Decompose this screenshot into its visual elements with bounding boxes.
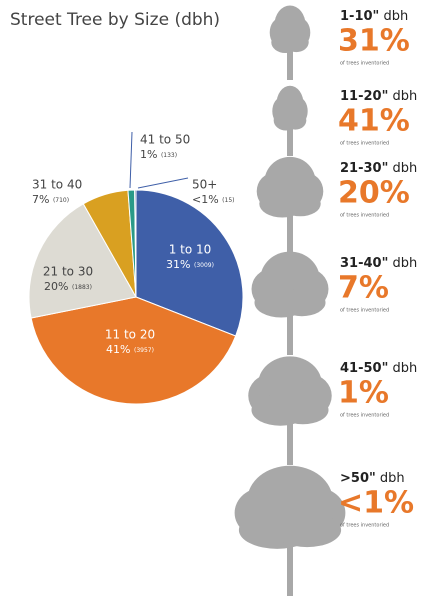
tree-icon — [272, 86, 307, 156]
slice-category: 41 to 50 — [140, 133, 190, 147]
leader-line — [130, 132, 132, 188]
slice-count: (3957) — [134, 347, 154, 354]
tree-crown — [279, 7, 301, 25]
size-range: 41-50" dbh — [340, 361, 417, 376]
tree-icon — [257, 157, 324, 252]
size-unit: dbh — [393, 89, 418, 104]
slice-percent: 41% — [106, 343, 130, 356]
slice-count: (710) — [53, 197, 69, 204]
tree-crown — [280, 87, 299, 104]
infographic: Street Tree by Size (dbh) 1 to 1031% (30… — [0, 0, 435, 596]
slice-category: 11 to 20 — [105, 328, 155, 342]
slice-percent: <1% — [192, 193, 219, 206]
size-note: of trees inventoried — [340, 213, 389, 219]
size-range: 31-40" dbh — [340, 256, 417, 271]
size-percent: 1% — [338, 376, 389, 411]
size-range: 21-30" dbh — [340, 161, 417, 176]
tree-crown — [268, 358, 313, 384]
size-range: >50" dbh — [340, 471, 405, 486]
tree-icon — [252, 252, 329, 355]
slice-percent: 7% — [32, 193, 49, 206]
slice-percent: 31% — [166, 258, 190, 271]
tree-crown — [285, 111, 307, 129]
size-range-value: >50" — [340, 471, 376, 486]
tree-crown — [269, 253, 310, 277]
slice-count: (133) — [161, 152, 177, 159]
size-range: 1-10" dbh — [340, 9, 408, 24]
tree-crown — [260, 467, 320, 498]
size-range-value: 1-10" — [340, 9, 379, 24]
tree-icon — [248, 356, 331, 465]
size-note: of trees inventoried — [340, 141, 389, 147]
tree-crown — [273, 513, 341, 547]
tree-crown — [272, 158, 308, 181]
size-range-value: 11-20" — [340, 89, 388, 104]
size-range-value: 21-30" — [340, 161, 388, 176]
slice-value: 1% (133) — [140, 148, 177, 161]
slice-percent: 1% — [140, 148, 157, 161]
size-percent: <1% — [338, 486, 414, 521]
slice-percent: 20% — [44, 280, 68, 293]
size-range-value: 41-50" — [340, 361, 388, 376]
slice-count: (1883) — [72, 284, 92, 291]
size-percent: 41% — [338, 104, 410, 139]
tree-icon — [270, 6, 311, 80]
slice-value: 7% (710) — [32, 193, 69, 206]
size-note: of trees inventoried — [340, 523, 389, 529]
size-percent: 7% — [338, 271, 389, 306]
leader-line — [138, 178, 188, 188]
slice-category: 21 to 30 — [43, 265, 93, 279]
slice-value: <1% (15) — [192, 193, 235, 206]
size-note: of trees inventoried — [340, 308, 389, 314]
tree-crown — [284, 32, 309, 52]
chart-title: Street Tree by Size (dbh) — [10, 10, 220, 30]
size-unit: dbh — [393, 161, 418, 176]
size-unit: dbh — [393, 256, 418, 271]
size-range-value: 31-40" — [340, 256, 388, 271]
tree-crown — [278, 289, 325, 316]
slice-count: (3009) — [194, 262, 214, 269]
tree-icon — [235, 466, 346, 596]
size-unit: dbh — [393, 361, 418, 376]
slice-category: 31 to 40 — [32, 178, 82, 192]
tree-crown — [280, 191, 321, 216]
size-unit: dbh — [380, 471, 405, 486]
slice-category: 1 to 10 — [169, 243, 212, 257]
slice-count: (15) — [222, 197, 234, 204]
size-note: of trees inventoried — [340, 413, 389, 419]
size-percent: 31% — [338, 24, 410, 59]
tree-crown — [277, 396, 328, 425]
slice-category: 50+ — [192, 178, 217, 192]
size-note: of trees inventoried — [340, 61, 389, 67]
size-percent: 20% — [338, 176, 410, 211]
size-range: 11-20" dbh — [340, 89, 417, 104]
size-unit: dbh — [383, 9, 408, 24]
